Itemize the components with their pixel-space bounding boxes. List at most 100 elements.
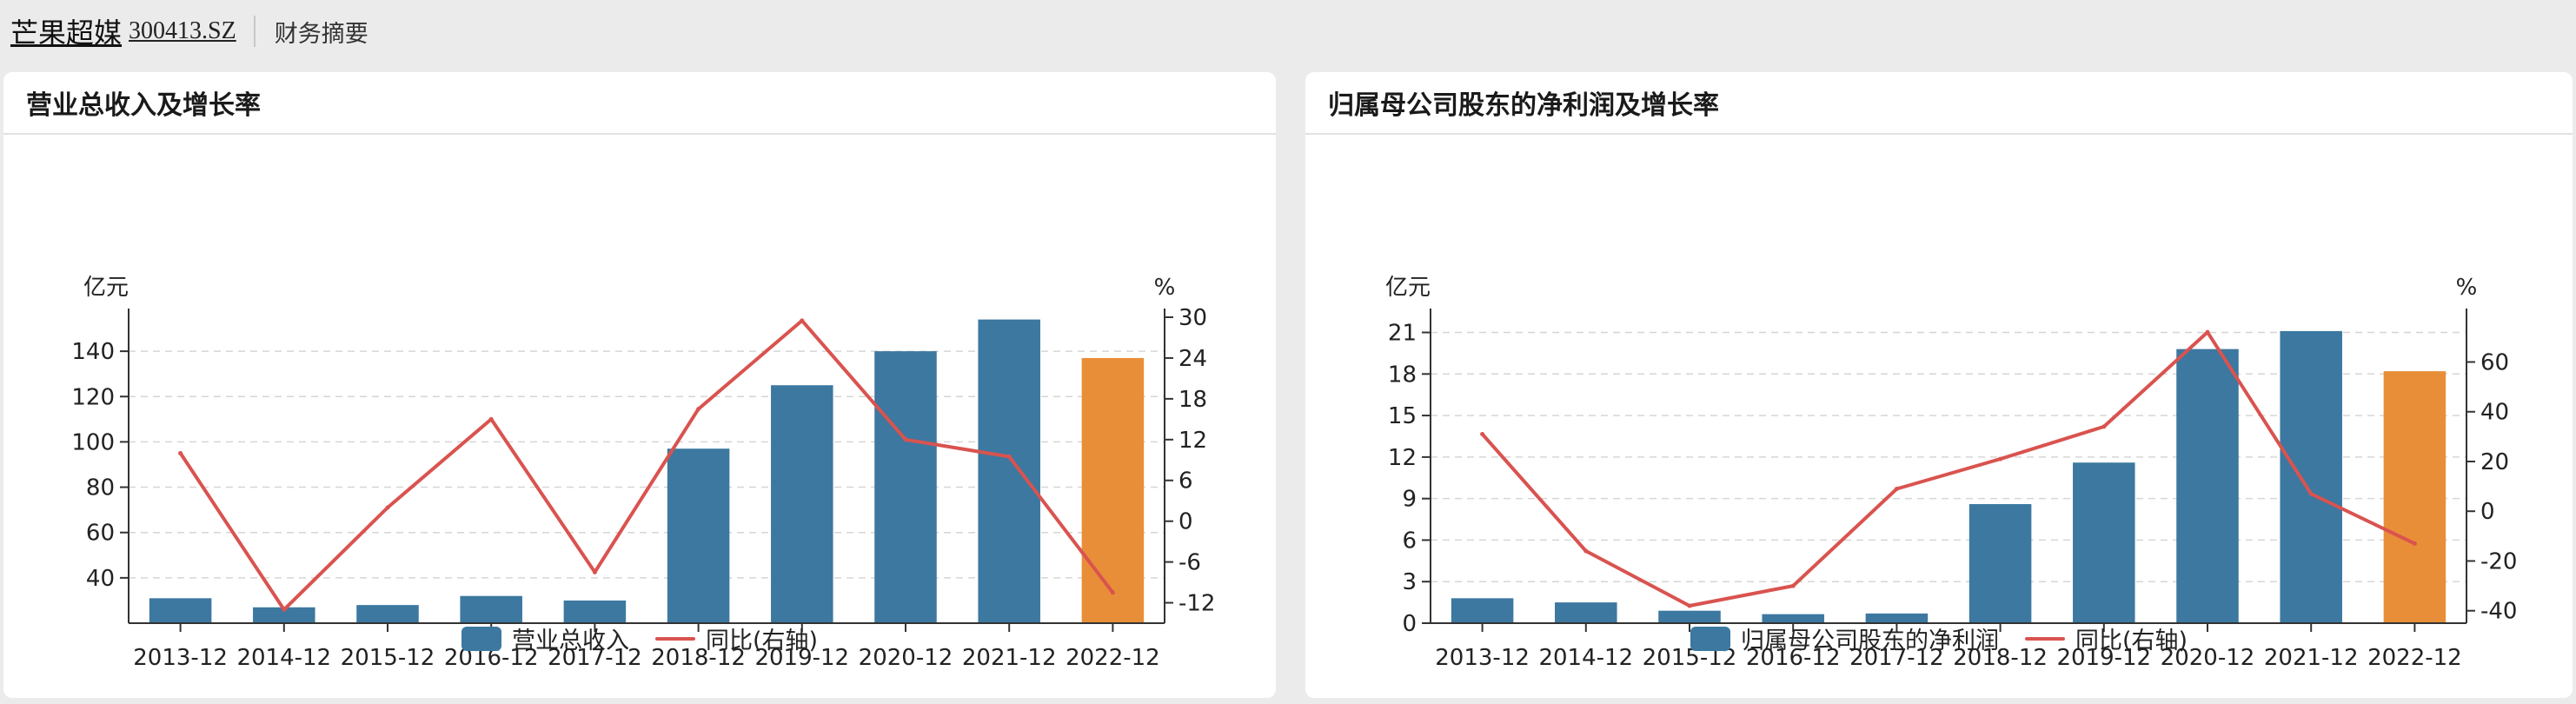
legend-item-bar[interactable]: 营业总收入: [461, 621, 629, 655]
stock-code-link[interactable]: 300413.SZ: [129, 17, 236, 44]
y2-tick-label: 18: [1178, 387, 1207, 413]
bar: [771, 385, 833, 623]
line-point: [2412, 541, 2417, 546]
top-bar: 芒果超媒 300413.SZ 财务摘要: [0, 0, 2576, 63]
y2-tick-label: 20: [2480, 449, 2509, 475]
y-tick-label: 40: [86, 566, 115, 592]
x-tick-label: 2013-12: [133, 645, 228, 671]
panel-header: 归属母公司股东的净利润及增长率: [1305, 72, 2573, 135]
line-point: [1583, 548, 1589, 554]
y2-tick-label: -6: [1178, 550, 1201, 576]
y-tick-label: 100: [71, 429, 115, 455]
bar: [1081, 357, 1145, 623]
bar: [2073, 462, 2135, 623]
legend-bar-swatch: [461, 626, 501, 651]
bar: [2280, 330, 2342, 623]
bar: [356, 605, 419, 623]
x-tick-label: 2021-12: [962, 645, 1057, 671]
line-point: [1894, 486, 1899, 491]
y-tick-label: 120: [71, 384, 115, 410]
panel-header: 营业总收入及增长率: [3, 72, 1276, 135]
legend-line-swatch: [654, 636, 695, 641]
y-tick-label: 15: [1388, 403, 1417, 429]
y2-tick-label: 40: [2480, 400, 2509, 426]
y-tick-label: 6: [1402, 528, 1417, 554]
line-point: [800, 318, 805, 323]
section-title: 财务摘要: [274, 20, 368, 48]
bar: [149, 598, 212, 623]
line-point: [696, 407, 701, 412]
x-tick-label: 2020-12: [859, 645, 953, 671]
y2-tick-label: -12: [1178, 591, 1215, 617]
legend-bar-label: 营业总收入: [511, 628, 629, 654]
y-tick-label: 18: [1388, 362, 1417, 388]
chart-legend: 归属母公司股东的净利润 同比(右轴): [1305, 621, 2573, 655]
bar: [1865, 613, 1929, 623]
revenue-chart: 40 60 80 100 120 140 -12 -6 0 6 12 18 24 30 亿元 % 2013-12…: [71, 275, 1215, 671]
line-point: [592, 569, 597, 574]
legend-bar-swatch: [1690, 626, 1730, 651]
line-point: [1998, 456, 2003, 462]
x-tick-label: 2018-12: [651, 645, 746, 671]
x-tick-label: 2013-12: [1435, 645, 1530, 671]
x-tick-label: 2014-12: [1538, 645, 1633, 671]
bar: [2383, 371, 2447, 623]
y2-tick-label: 24: [1178, 346, 1207, 372]
growth-line: [1481, 330, 2416, 608]
x-tick-label: 2015-12: [341, 645, 435, 671]
line-point: [2205, 329, 2210, 335]
x-tick-label: 2017-12: [548, 645, 642, 671]
y2-tick-label: -20: [2480, 548, 2517, 574]
bar: [1969, 504, 2032, 623]
legend-line-label: 同比(右轴): [2075, 628, 2188, 654]
y2-tick-label: 0: [1178, 509, 1193, 535]
line-point: [385, 505, 390, 510]
bar: [253, 607, 315, 623]
line-point: [282, 607, 287, 612]
legend-line-label: 同比(右轴): [705, 628, 819, 654]
line-point: [2101, 424, 2107, 429]
legend-item-bar[interactable]: 归属母公司股东的净利润: [1690, 621, 1999, 655]
y-tick-label: 3: [1402, 569, 1417, 595]
bar: [563, 600, 627, 623]
y2-axis-unit: %: [1154, 275, 1176, 301]
y2-tick-label: 0: [2480, 499, 2495, 525]
x-tick-label: 2014-12: [236, 645, 331, 671]
chart-title: 归属母公司股东的净利润及增长率: [1328, 90, 1719, 121]
line-point: [1790, 583, 1796, 588]
x-tick-label: 2020-12: [2161, 645, 2255, 671]
y-tick-label: 80: [86, 475, 115, 501]
chart-legend: 营业总收入 同比(右轴): [3, 621, 1276, 655]
y-tick-label: 12: [1388, 445, 1417, 471]
x-tick-label: 2019-12: [2056, 645, 2151, 671]
bar: [1658, 610, 1721, 623]
y2-tick-label: -40: [2480, 599, 2517, 625]
bar: [1555, 602, 1617, 623]
x-tick-label: 2021-12: [2264, 645, 2359, 671]
net-profit-chart: 0 3 6 9 12 15 18 21 -40 -20 0 20 40 60 亿元 % 2013-12 2014-…: [1385, 275, 2517, 671]
legend-item-line[interactable]: 同比(右轴): [2024, 621, 2188, 655]
chart-title: 营业总收入及增长率: [26, 90, 261, 121]
bar: [1762, 614, 1824, 623]
bar: [667, 448, 730, 623]
revenue-chart-panel: 营业总收入及增长率 40 60 80 100 120 140 -12 -6 0 6 12 18 24 30…: [3, 72, 1276, 698]
line-point: [1480, 432, 1485, 437]
header-divider: [253, 16, 256, 47]
growth-line: [178, 318, 1114, 612]
bar: [1451, 598, 1514, 623]
legend-line-swatch: [2024, 636, 2065, 641]
y-tick-label: 9: [1402, 487, 1417, 513]
y-tick-label: 21: [1388, 321, 1417, 347]
company-name-link[interactable]: 芒果超媒: [10, 17, 123, 50]
x-tick-label: 2022-12: [2367, 645, 2462, 671]
x-tick-label: 2018-12: [1953, 645, 2048, 671]
line-point: [2308, 491, 2314, 496]
line-point: [903, 437, 908, 442]
y2-tick-label: 12: [1178, 428, 1207, 454]
bar: [460, 595, 522, 623]
legend-item-line[interactable]: 同比(右轴): [654, 621, 819, 655]
legend-bar-label: 归属母公司股东的净利润: [1740, 628, 1999, 654]
x-tick-label: 2022-12: [1066, 645, 1160, 671]
line-point: [1006, 454, 1012, 459]
line-point: [178, 450, 183, 455]
